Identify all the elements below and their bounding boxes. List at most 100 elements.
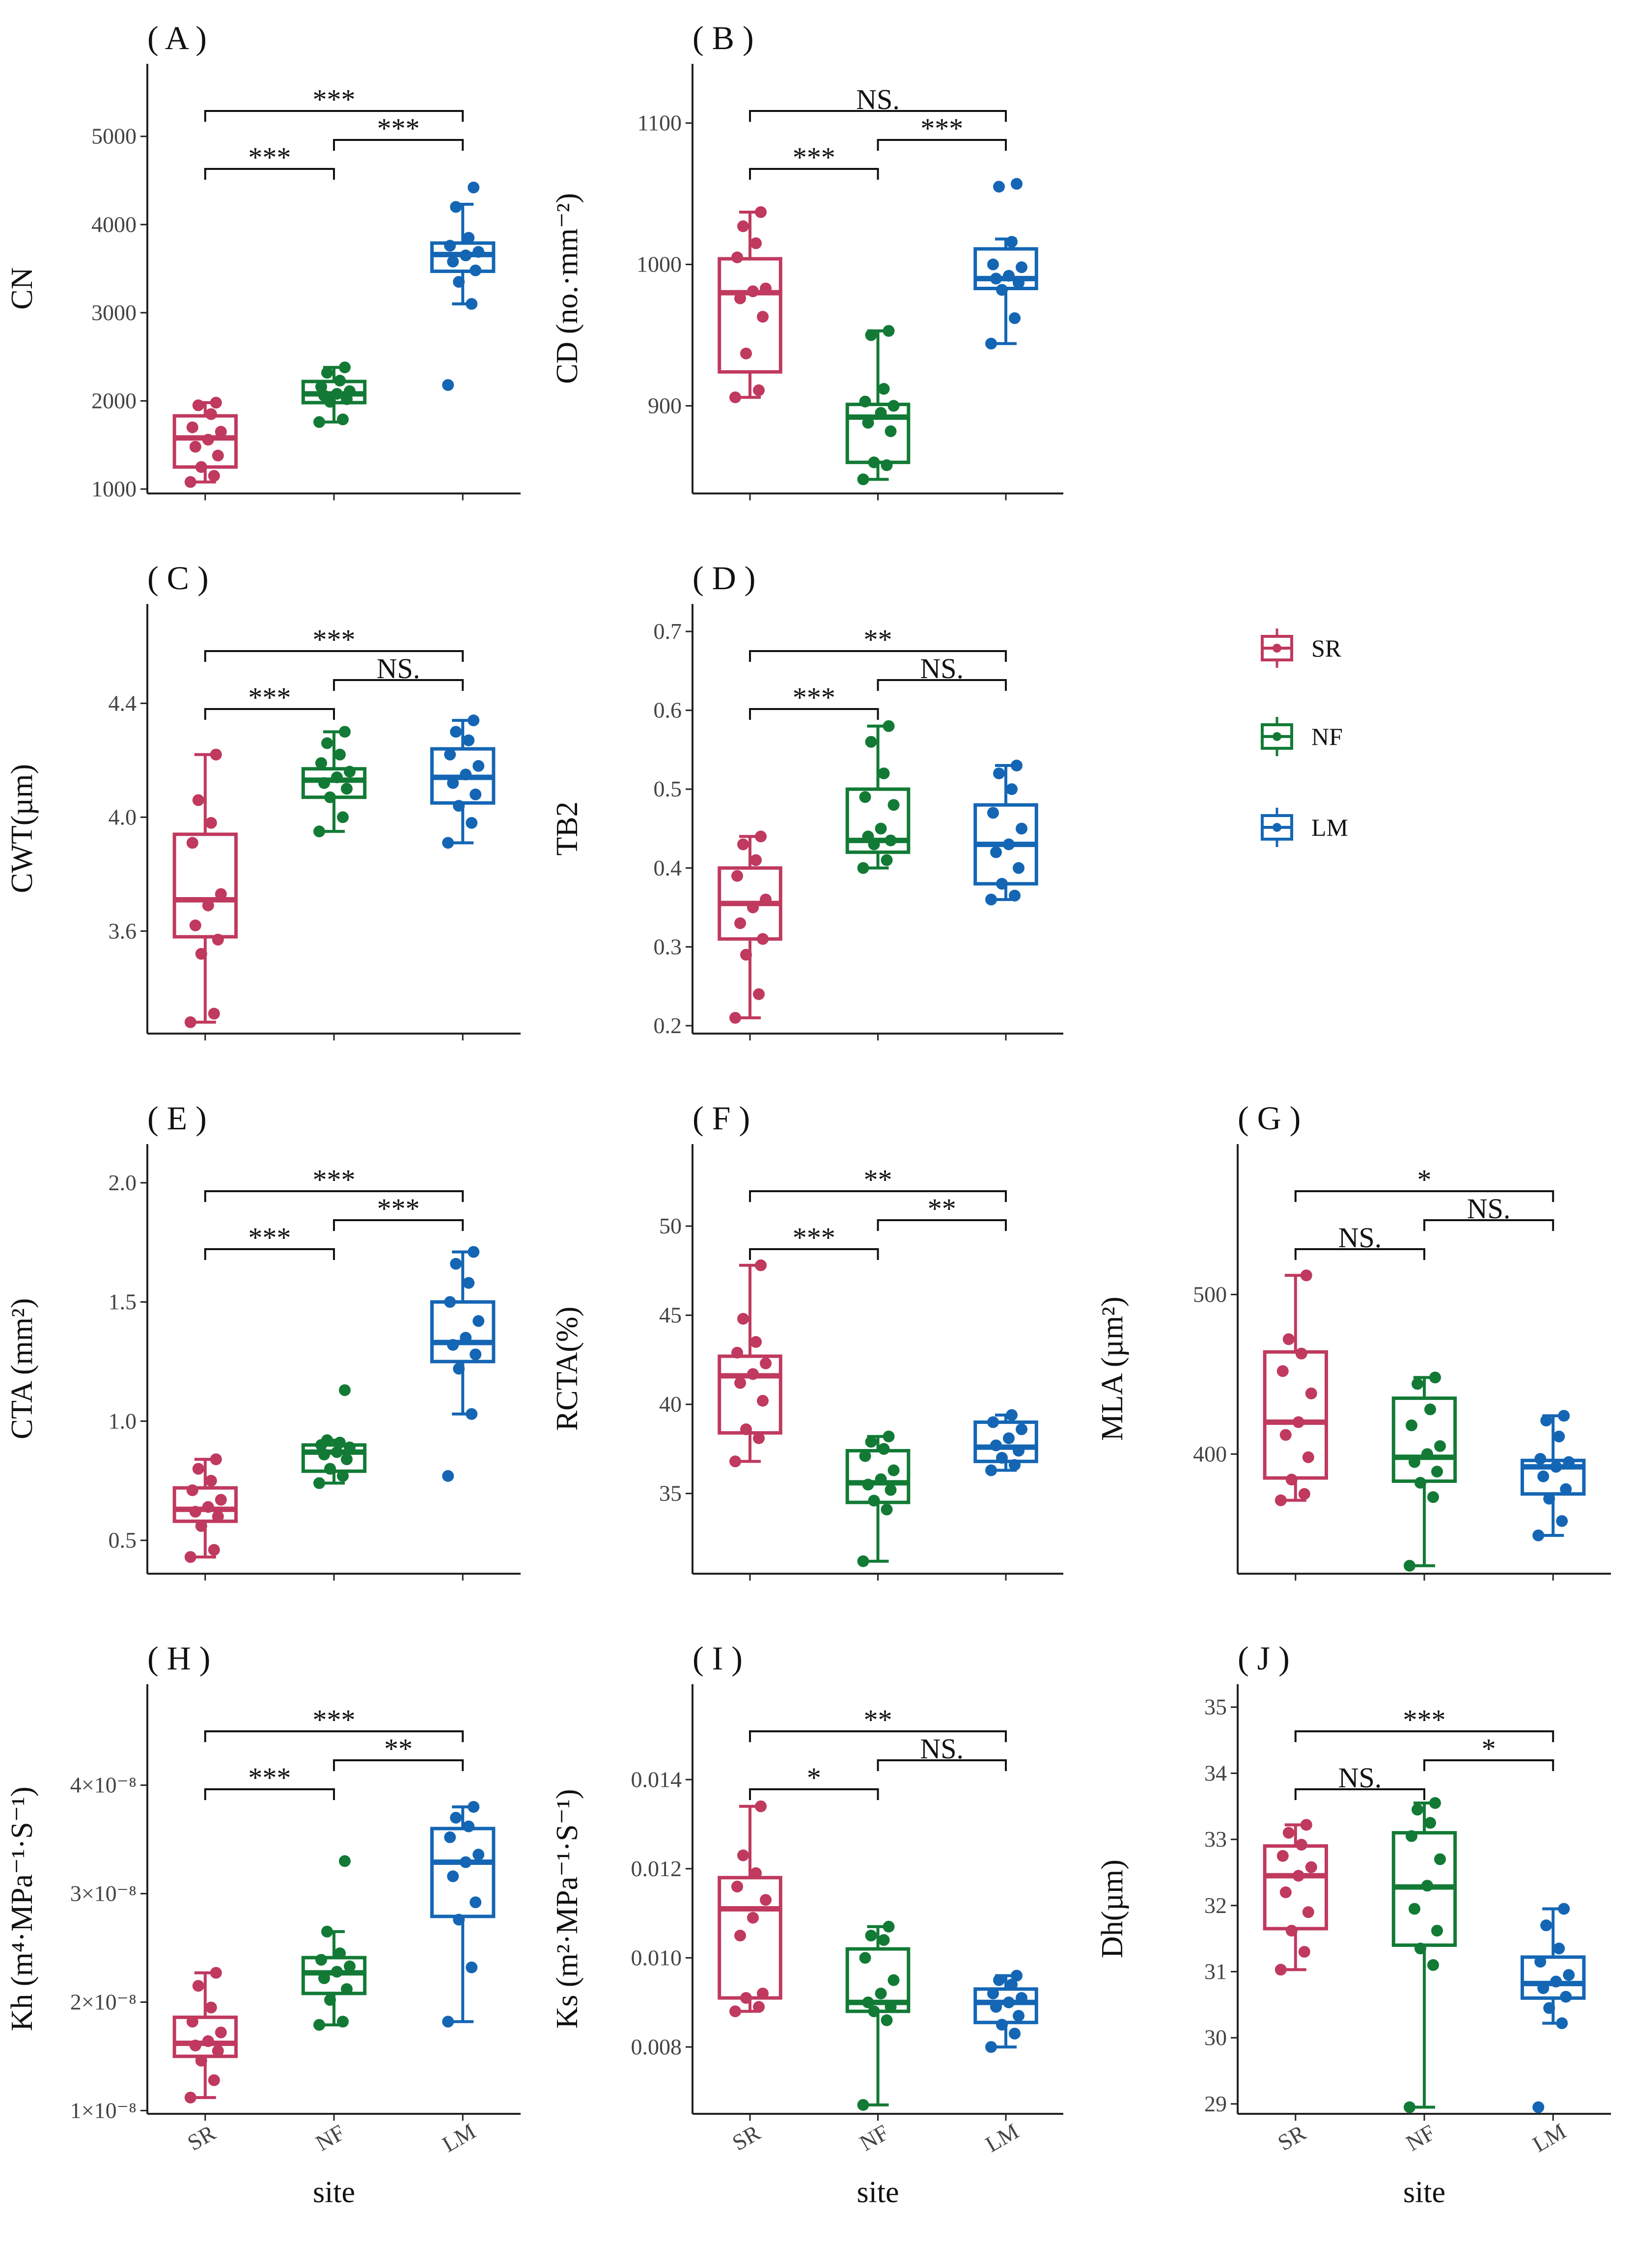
data-point [740, 1423, 752, 1435]
data-point [729, 1011, 742, 1024]
panel-h: ( H ) 1×10⁻⁸ 2×10⁻⁸ 3×10⁻⁸ 4×10⁻⁸ Kh (m⁴·MPa⁻… [5, 1640, 521, 2209]
data-point [1008, 2027, 1021, 2040]
panel-label: ( G ) [1238, 1099, 1301, 1137]
data-point [883, 1920, 895, 1933]
box-sr [172, 1453, 238, 1563]
box-sr [1263, 1269, 1329, 1506]
data-point [468, 181, 480, 193]
data-point [460, 1856, 472, 1868]
data-point [859, 1450, 871, 1462]
significance-bracket: *** [204, 141, 335, 180]
panel-label: ( J ) [1238, 1640, 1290, 1677]
data-point [1300, 1269, 1312, 1282]
data-point [1406, 1830, 1417, 1842]
data-point [318, 777, 330, 789]
data-point [337, 811, 349, 823]
y-tick-label: 0.3 [654, 934, 682, 959]
data-point [1002, 838, 1015, 850]
x-tick-label: NF [856, 2120, 893, 2156]
box-body [718, 257, 782, 374]
data-point [186, 1484, 198, 1497]
bracket-line [877, 1219, 1007, 1231]
box-body [718, 1354, 782, 1435]
data-point [470, 788, 482, 800]
data-point [737, 1312, 749, 1325]
data-point [857, 2099, 869, 2111]
data-point [878, 1934, 890, 1946]
legend-item-lm: LM [1261, 808, 1348, 847]
data-point [865, 1929, 877, 1941]
significance-label: ** [864, 1704, 892, 1736]
data-point [760, 1894, 772, 1906]
data-point [985, 894, 997, 906]
box-body [430, 1300, 496, 1364]
data-point [1008, 312, 1021, 324]
significance-label: ** [864, 1164, 892, 1196]
data-point [339, 1384, 351, 1396]
bracket-line [204, 110, 464, 122]
data-point [1276, 1850, 1289, 1862]
bracket-line [749, 650, 1007, 662]
data-point [1429, 1371, 1441, 1384]
y-tick-label: 4.4 [109, 690, 137, 715]
y-tick-label: 29 [1204, 2091, 1227, 2116]
significance-label: *** [313, 1164, 356, 1196]
data-point [734, 1929, 747, 1941]
bracket-line [204, 1730, 464, 1742]
data-point [887, 400, 900, 412]
significance-label: ** [928, 1193, 956, 1225]
y-axis-title: CD (no.·mm⁻²) [551, 193, 584, 384]
data-point [760, 282, 772, 295]
y-axis-title: CN [5, 267, 39, 309]
data-point [1412, 1378, 1423, 1390]
box-lm [973, 1409, 1038, 1476]
data-point [1015, 822, 1027, 835]
data-point [337, 2016, 349, 2028]
data-point [186, 837, 198, 849]
data-point [331, 388, 343, 400]
data-point [757, 933, 769, 945]
data-point [470, 1896, 482, 1909]
y-tick-label: 900 [648, 393, 682, 418]
data-point [1427, 1959, 1439, 1971]
y-tick-label: 1.0 [109, 1408, 137, 1433]
data-point [192, 794, 204, 806]
box-lm [430, 181, 496, 391]
data-point [324, 791, 336, 803]
data-point [1421, 1448, 1433, 1460]
y-tick-label: 5000 [91, 124, 137, 149]
data-point [337, 413, 349, 426]
data-point [1532, 1530, 1545, 1542]
legend-item-nf: NF [1261, 717, 1343, 756]
bracket-line [1294, 1248, 1425, 1260]
data-point [753, 988, 765, 1000]
data-point [450, 726, 462, 738]
data-point [1275, 1964, 1287, 1976]
significance-bracket: *** [877, 112, 1007, 151]
data-point [450, 201, 462, 213]
y-tick-label: 35 [1204, 1694, 1227, 1720]
data-point [737, 838, 749, 850]
data-point [450, 1811, 462, 1824]
box-body [1521, 1955, 1586, 2000]
data-point [466, 817, 478, 829]
data-point [339, 1855, 351, 1867]
data-point [192, 399, 204, 411]
data-point [460, 1332, 472, 1344]
data-point [753, 2001, 765, 2013]
box-sr [172, 748, 238, 1028]
significance-label: *** [248, 1222, 291, 1254]
box-body [1263, 1350, 1329, 1480]
data-point [753, 1432, 765, 1445]
box-nf [301, 726, 367, 838]
data-point [729, 391, 742, 404]
data-point [341, 1453, 353, 1465]
significance-label: * [807, 1762, 821, 1794]
data-point [205, 817, 217, 829]
y-tick-label: 45 [659, 1303, 682, 1328]
data-point [1434, 1440, 1446, 1452]
box-body [430, 1827, 496, 1918]
x-axis-title: site [1403, 2176, 1445, 2209]
data-point [747, 902, 759, 914]
data-point [865, 736, 877, 748]
